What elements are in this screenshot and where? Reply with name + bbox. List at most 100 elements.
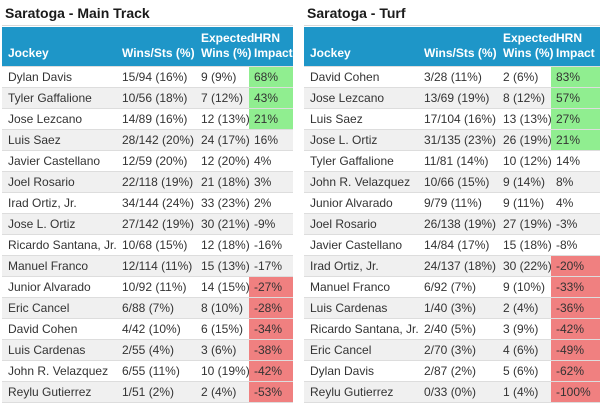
wins-starts-column-header: Wins/Sts (%) — [422, 27, 500, 67]
jockey-name: Ricardo Santana, Jr. — [304, 318, 422, 340]
hrn-impact-value: -62% — [551, 360, 600, 382]
hrn-impact-value: 21% — [249, 108, 293, 130]
jockey-name: Junior Alvarado — [2, 276, 120, 298]
jockey-name: Dylan Davis — [2, 66, 120, 88]
expected-wins-value: 9 (10%) — [500, 276, 551, 298]
table-row: Javier Castellano 14/84 (17%) 15 (18%) -8% — [304, 234, 600, 256]
hrn-impact-value: -38% — [249, 339, 293, 361]
wins-starts-value: 6/88 (7%) — [120, 297, 198, 319]
jockey-column-header: Jockey — [304, 27, 422, 67]
jockey-name: Luis Cardenas — [2, 339, 120, 361]
table-row: Tyler Gaffalione 10/56 (18%) 7 (12%) 43% — [2, 87, 293, 109]
jockey-name: John R. Velazquez — [304, 171, 422, 193]
hrn-impact-value: -17% — [249, 255, 293, 277]
expected-wins-value: 6 (15%) — [198, 318, 249, 340]
expected-wins-value: 4 (6%) — [500, 339, 551, 361]
expected-wins-value: 27 (19%) — [500, 213, 552, 235]
wins-starts-value: 2/40 (5%) — [422, 318, 500, 340]
expected-wins-column-header: Expected Wins (%) — [500, 27, 556, 67]
table-row: John R. Velazquez 10/66 (15%) 9 (14%) 8% — [304, 171, 600, 193]
hrn-impact-value: -53% — [249, 381, 293, 403]
wins-starts-column-header: Wins/Sts (%) — [120, 27, 198, 67]
jockey-name: Jose L. Ortiz — [304, 129, 422, 151]
table-row: Luis Saez 28/142 (20%) 24 (17%) 16% — [2, 129, 293, 151]
jockey-name: Irad Ortiz, Jr. — [304, 255, 422, 277]
table-row: Joel Rosario 26/138 (19%) 27 (19%) -3% — [304, 213, 600, 235]
hrn-impact-value: -28% — [249, 297, 293, 319]
jockey-name: Joel Rosario — [2, 171, 120, 193]
table-row: Dylan Davis 2/87 (2%) 5 (6%) -62% — [304, 360, 600, 382]
jockey-name: Manuel Franco — [304, 276, 422, 298]
expected-wins-value: 1 (4%) — [500, 381, 551, 403]
hrn-impact-value: 14% — [551, 150, 600, 172]
jockey-name: Junior Alvarado — [304, 192, 422, 214]
expected-wins-value: 9 (14%) — [500, 171, 551, 193]
table-header-row: Jockey Wins/Sts (%) Expected Wins (%) HRN… — [304, 27, 600, 67]
wins-starts-value: 10/56 (18%) — [120, 87, 198, 109]
table-row: Eric Cancel 2/70 (3%) 4 (6%) -49% — [304, 339, 600, 361]
expected-wins-value: 2 (4%) — [500, 297, 551, 319]
jockey-name: Luis Saez — [304, 108, 422, 130]
table-row: John R. Velazquez 6/55 (11%) 10 (19%) -42% — [2, 360, 293, 382]
hrn-impact-value: -33% — [551, 276, 600, 298]
expected-wins-value: 7 (12%) — [198, 87, 249, 109]
expected-wins-value: 9 (11%) — [500, 192, 551, 214]
expected-wins-value: 30 (22%) — [500, 255, 552, 277]
hrn-impact-value: -34% — [249, 318, 293, 340]
hrn-impact-value: 3% — [249, 171, 293, 193]
table-row: Manuel Franco 6/92 (7%) 9 (10%) -33% — [304, 276, 600, 298]
hrn-impact-value: -8% — [551, 234, 600, 256]
wins-starts-value: 14/84 (17%) — [422, 234, 500, 256]
jockey-name: Eric Cancel — [304, 339, 422, 361]
hrn-impact-value: -3% — [551, 213, 600, 235]
table-row: Reylu Gutierrez 1/51 (2%) 2 (4%) -53% — [2, 381, 293, 403]
hrn-impact-value: -49% — [551, 339, 600, 361]
jockey-name: Jose L. Ortiz — [2, 213, 120, 235]
table-row: Jose Lezcano 14/89 (16%) 12 (13%) 21% — [2, 108, 293, 130]
wins-starts-value: 1/40 (3%) — [422, 297, 500, 319]
jockey-name: David Cohen — [304, 66, 422, 88]
expected-wins-value: 15 (18%) — [500, 234, 552, 256]
hrn-impact-value: -42% — [249, 360, 293, 382]
table-row: David Cohen 4/42 (10%) 6 (15%) -34% — [2, 318, 293, 340]
jockey-name: John R. Velazquez — [2, 360, 120, 382]
hrn-impact-value: -9% — [249, 213, 293, 235]
expected-wins-value: 2 (4%) — [198, 381, 249, 403]
wins-starts-value: 0/33 (0%) — [422, 381, 500, 403]
table-row: Irad Ortiz, Jr. 24/137 (18%) 30 (22%) -20% — [304, 255, 600, 277]
jockey-name: Joel Rosario — [304, 213, 422, 235]
expected-wins-value: 15 (13%) — [198, 255, 250, 277]
wins-starts-value: 10/66 (15%) — [422, 171, 500, 193]
table-row: Joel Rosario 22/118 (19%) 21 (18%) 3% — [2, 171, 293, 193]
hrn-impact-value: -36% — [551, 297, 600, 319]
wins-starts-value: 22/118 (19%) — [120, 171, 198, 193]
expected-wins-value: 3 (9%) — [500, 318, 551, 340]
table-row: Jose Lezcano 13/69 (19%) 8 (12%) 57% — [304, 87, 600, 109]
wins-starts-value: 14/89 (16%) — [120, 108, 198, 130]
expected-wins-value: 9 (9%) — [198, 66, 249, 88]
expected-wins-value: 5 (6%) — [500, 360, 551, 382]
table-row: Jose L. Ortiz 31/135 (23%) 26 (19%) 21% — [304, 129, 600, 151]
jockey-name: Javier Castellano — [2, 150, 120, 172]
table-row: Luis Saez 17/104 (16%) 13 (13%) 27% — [304, 108, 600, 130]
jockey-name: Ricardo Santana, Jr. — [2, 234, 120, 256]
hrn-impact-column-header: HRN Impact — [551, 27, 600, 67]
wins-starts-value: 11/81 (14%) — [422, 150, 500, 172]
hrn-impact-value: -16% — [249, 234, 293, 256]
expected-wins-value: 10 (19%) — [198, 360, 250, 382]
main-track-panel: Saratoga - Main Track Jockey Wins/Sts (%… — [2, 0, 293, 403]
wins-starts-value: 13/69 (19%) — [422, 87, 500, 109]
hrn-impact-value: 68% — [249, 66, 293, 88]
wins-starts-value: 15/94 (16%) — [120, 66, 198, 88]
hrn-impact-value: 43% — [249, 87, 293, 109]
expected-wins-value: 3 (6%) — [198, 339, 249, 361]
hrn-impact-value: 21% — [551, 129, 600, 151]
hrn-impact-value: -100% — [551, 381, 600, 403]
expected-wins-value: 13 (13%) — [500, 108, 552, 130]
wins-starts-value: 28/142 (20%) — [120, 129, 198, 151]
table-row: Junior Alvarado 10/92 (11%) 14 (15%) -27% — [2, 276, 293, 298]
jockey-name: Tyler Gaffalione — [304, 150, 422, 172]
expected-wins-value: 14 (15%) — [198, 276, 250, 298]
main-track-table: Jockey Wins/Sts (%) Expected Wins (%) HRN… — [2, 27, 293, 403]
